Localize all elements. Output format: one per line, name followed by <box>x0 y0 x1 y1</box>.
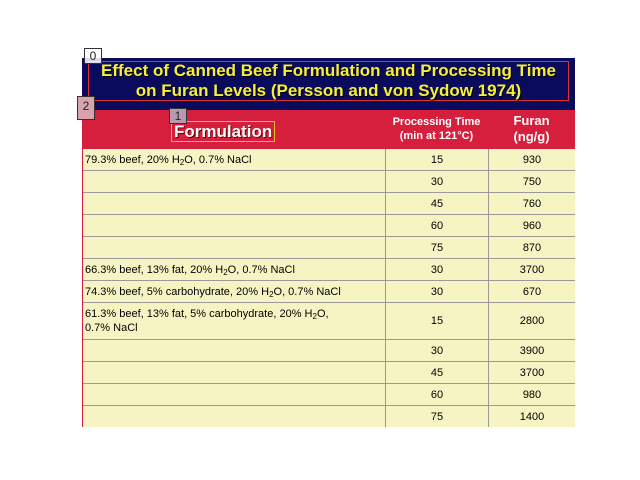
subscript-text: 2 <box>223 267 228 277</box>
furan-cell: 1400 <box>488 406 575 427</box>
header-furan: Furan (ng/g) <box>488 110 575 149</box>
formulation-text: O, 0.7% NaCl <box>184 153 252 166</box>
formulation-text: 74.3% beef, 5% carbohydrate, 20% H <box>85 285 270 298</box>
formulation-text: 0.7% NaCl <box>85 322 138 334</box>
formulation-cell <box>82 406 385 427</box>
furan-cell: 960 <box>488 215 575 236</box>
processing-time-cell: 60 <box>385 384 488 405</box>
furan-cell: 870 <box>488 237 575 258</box>
table-row: 45 3700 <box>82 362 575 384</box>
subscript-text: 2 <box>179 157 185 167</box>
processing-time-cell: 30 <box>385 340 488 361</box>
processing-time-cell: 15 <box>385 149 488 170</box>
table-row: 61.3% beef, 13% fat, 5% carbohydrate, 20… <box>82 303 575 340</box>
formulation-cell <box>82 215 385 236</box>
table-row: 75 1400 <box>82 406 575 427</box>
table-row: 66.3% beef, 13% fat, 20% H2O, 0.7% NaCl 3… <box>82 259 575 281</box>
header-time-line-1: Processing Time <box>392 116 481 128</box>
furan-cell: 760 <box>488 193 575 214</box>
furan-cell: 980 <box>488 384 575 405</box>
subscript-text: 2 <box>269 289 274 299</box>
title-line-1: Effect of Canned Beef Formulation and Pr… <box>101 61 556 80</box>
header-time-line-2: (min at 121°C) <box>399 130 474 142</box>
table-row: 30 3900 <box>82 340 575 362</box>
subscript-text: 2 <box>312 312 317 321</box>
formulation-cell <box>82 193 385 214</box>
processing-time-cell: 45 <box>385 193 488 214</box>
title-line-2: on Furan Levels (Persson and von Sydow 1… <box>135 81 522 100</box>
formulation-text: 61.3% beef, 13% fat, 5% carbohydrate, 20… <box>85 308 313 320</box>
title-selection-box[interactable] <box>88 61 569 101</box>
table-row: 74.3% beef, 5% carbohydrate, 20% H2O, 0.… <box>82 281 575 303</box>
table-header: Formulation Processing Time (min at 121°… <box>82 110 575 149</box>
furan-cell: 3700 <box>488 259 575 280</box>
header-furan-line-1: Furan <box>513 113 550 128</box>
marker-1: 1 <box>169 108 187 124</box>
header-processing-time: Processing Time (min at 121°C) <box>385 110 488 149</box>
formulation-text: O, <box>316 308 329 320</box>
table-left-border <box>82 110 83 427</box>
formulation-text: 79.3% beef, 20% H <box>85 153 180 166</box>
furan-cell: 2800 <box>488 303 575 339</box>
processing-time-cell: 75 <box>385 237 488 258</box>
furan-cell: 670 <box>488 281 575 302</box>
formulation-cell: 66.3% beef, 13% fat, 20% H2O, 0.7% NaCl <box>82 259 385 280</box>
formulation-cell <box>82 384 385 405</box>
table-row: 60 980 <box>82 384 575 406</box>
processing-time-cell: 60 <box>385 215 488 236</box>
furan-cell: 930 <box>488 149 575 170</box>
processing-time-cell: 30 <box>385 259 488 280</box>
processing-time-cell: 30 <box>385 281 488 302</box>
slide-title: Effect of Canned Beef Formulation and Pr… <box>82 61 575 101</box>
formulation-cell: 74.3% beef, 5% carbohydrate, 20% H2O, 0.… <box>82 281 385 302</box>
processing-time-cell: 15 <box>385 303 488 339</box>
furan-cell: 750 <box>488 171 575 192</box>
table-row: 79.3% beef, 20% H2O, 0.7% NaCl 15 930 <box>82 149 575 171</box>
header-formulation-label[interactable]: Formulation <box>171 121 276 142</box>
formulation-cell <box>82 362 385 383</box>
processing-time-cell: 75 <box>385 406 488 427</box>
marker-0: 0 <box>84 48 102 64</box>
header-formulation: Formulation <box>82 110 385 149</box>
furan-cell: 3900 <box>488 340 575 361</box>
formulation-text: O, 0.7% NaCl <box>227 263 295 276</box>
processing-time-cell: 30 <box>385 171 488 192</box>
furan-cell: 3700 <box>488 362 575 383</box>
table-row: 45 760 <box>82 193 575 215</box>
processing-time-cell: 45 <box>385 362 488 383</box>
table-row: 75 870 <box>82 237 575 259</box>
slide: Effect of Canned Beef Formulation and Pr… <box>82 58 575 427</box>
formulation-cell <box>82 340 385 361</box>
table-row: 60 960 <box>82 215 575 237</box>
title-bar: Effect of Canned Beef Formulation and Pr… <box>82 58 575 110</box>
formulation-text: 66.3% beef, 13% fat, 20% H <box>85 263 224 276</box>
header-furan-line-2: (ng/g) <box>513 129 550 144</box>
formulation-text: O, 0.7% NaCl <box>273 285 341 298</box>
table-row: 30 750 <box>82 171 575 193</box>
formulation-cell: 79.3% beef, 20% H2O, 0.7% NaCl <box>82 149 385 170</box>
marker-2: 2 <box>77 96 95 120</box>
table-body: 79.3% beef, 20% H2O, 0.7% NaCl 15 930 30 750… <box>82 149 575 427</box>
formulation-cell <box>82 237 385 258</box>
formulation-cell <box>82 171 385 192</box>
formulation-cell: 61.3% beef, 13% fat, 5% carbohydrate, 20… <box>82 303 385 339</box>
